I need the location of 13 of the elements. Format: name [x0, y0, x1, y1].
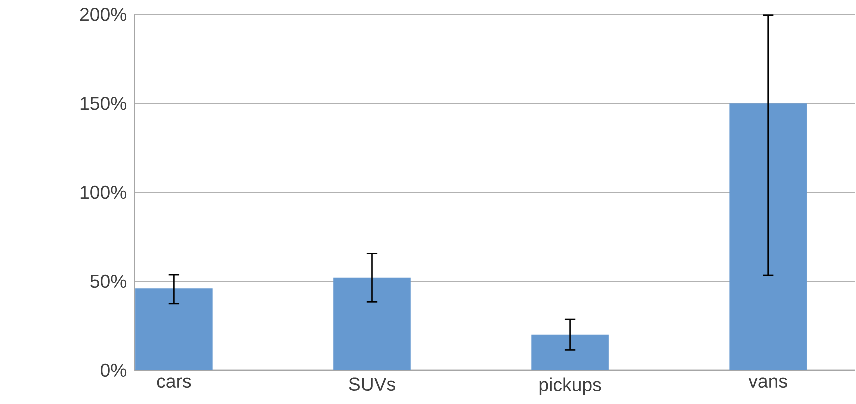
x-tick-label: pickups	[540, 378, 602, 396]
y-tick-label: 150%	[80, 97, 127, 110]
x-tick-label: SUVs	[349, 378, 396, 392]
bar	[334, 278, 411, 371]
x-tick-label: cars	[157, 378, 192, 388]
bar	[136, 288, 213, 371]
y-tick-label: 50%	[90, 275, 127, 288]
y-tick-label: 0%	[100, 364, 127, 378]
y-tick-label: 200%	[80, 8, 127, 22]
y-tick-label: 100%	[80, 186, 127, 200]
bar	[730, 104, 807, 371]
bar	[532, 334, 609, 371]
x-tick-label: vans	[748, 378, 788, 388]
